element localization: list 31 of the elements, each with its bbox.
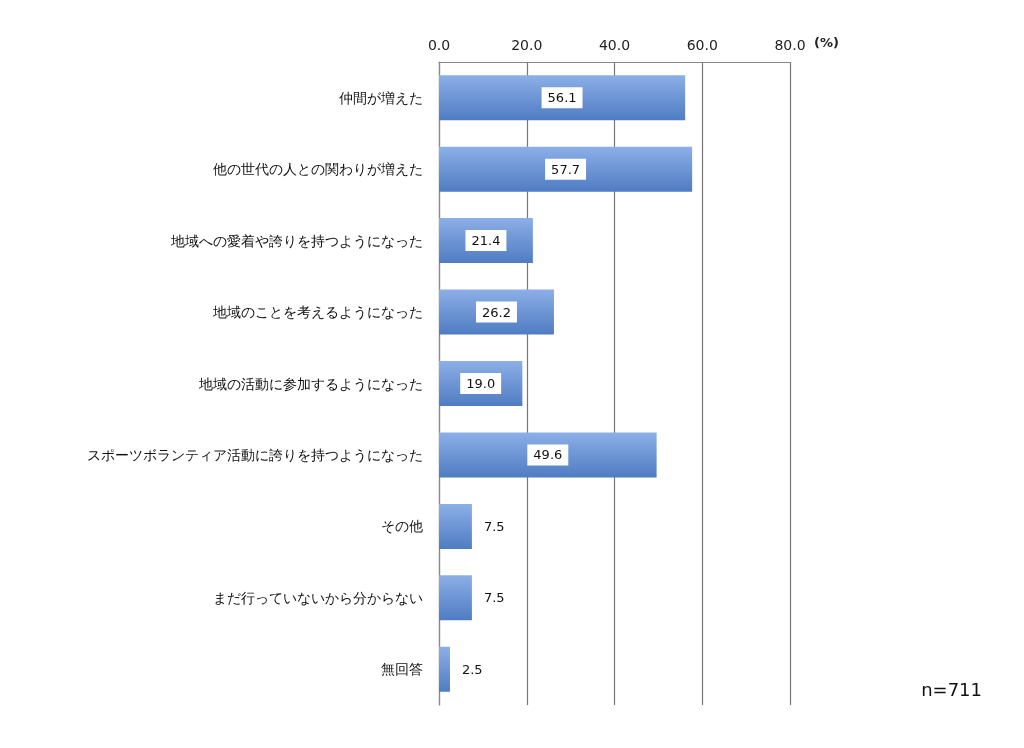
data-label: 57.7 — [551, 161, 581, 177]
y-tick-label: 地域の活動に参加するようになった — [198, 375, 423, 392]
x-axis-title: (%) — [814, 35, 839, 50]
bar — [439, 646, 450, 692]
x-tick-label: 60.0 — [686, 37, 718, 53]
data-label: 7.5 — [483, 590, 505, 606]
y-tick-label: まだ行っていないから分からない — [213, 589, 423, 606]
y-tick-label: 他の世代の人との関わりが増えた — [213, 161, 423, 178]
x-tick-label: 20.0 — [511, 37, 543, 53]
y-tick-label: 地域への愛着や誇りを持つようになった — [170, 232, 423, 249]
y-tick-label: 地域のことを考えるようになった — [212, 304, 423, 321]
data-label: 19.0 — [466, 376, 496, 391]
bar — [439, 503, 472, 549]
bar — [439, 75, 686, 121]
bar — [439, 432, 657, 478]
data-label: 2.5 — [461, 661, 483, 677]
y-tick-label: 仲間が増えた — [339, 89, 423, 106]
data-label: 49.6 — [533, 447, 563, 463]
bar — [439, 146, 693, 192]
y-tick-label: その他 — [381, 518, 423, 535]
text: n=711 — [921, 678, 983, 700]
data-label: 21.4 — [471, 233, 501, 249]
x-tick-label: 0.0 — [427, 37, 451, 53]
y-tick-label: 無回答 — [381, 661, 423, 678]
x-tick-label: 40.0 — [598, 37, 631, 53]
data-label: 26.2 — [482, 304, 511, 320]
data-label: 7.5 — [483, 518, 505, 534]
x-tick-label: 80.0 — [774, 37, 806, 53]
data-label: 56.1 — [547, 90, 577, 106]
bar — [439, 575, 472, 621]
y-tick-label: スポーツボランティア活動に誇りを持つようになった — [87, 446, 423, 463]
